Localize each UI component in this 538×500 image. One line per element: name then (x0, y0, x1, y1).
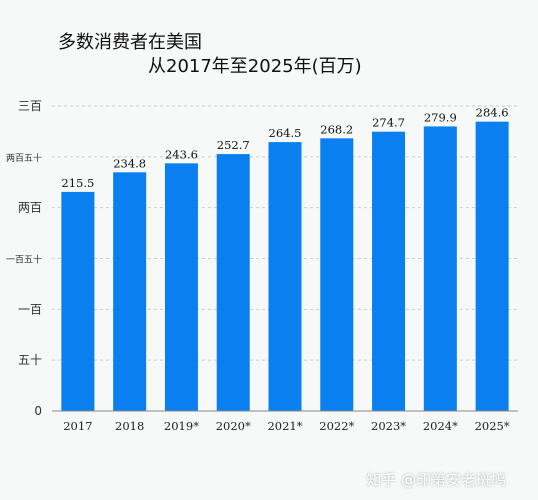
bar-2017 (61, 191, 95, 411)
y-tick-label: 五十 (18, 353, 42, 367)
data-labels: 215.5 234.8 243.6 252.7 264.5 268.2 274.7 279.9… (61, 106, 508, 190)
data-label: 284.6 (476, 106, 509, 120)
x-axis-ticks: 2017 2018 2019* 2020* 2021* 2022* 2023* 2024* 20… (63, 419, 510, 433)
bar-2024 (423, 126, 457, 411)
x-tick-label: 2023* (371, 419, 406, 433)
bars (61, 121, 509, 412)
x-tick-label: 2020* (216, 419, 251, 433)
bar-2018 (113, 172, 147, 411)
x-tick-label: 2025* (475, 419, 510, 433)
x-tick-label: 2021* (267, 419, 302, 433)
y-tick-label: 两百五十 (6, 152, 42, 164)
data-label: 279.9 (424, 110, 457, 124)
data-label: 243.6 (165, 147, 198, 161)
chart-subtitle: 从2017年至2025年(百万) (148, 56, 362, 77)
bar-2022 (320, 138, 354, 411)
y-tick-label: 两百 (18, 201, 42, 215)
y-tick-label: 一百 (18, 302, 42, 316)
x-tick-label: 2018 (115, 419, 144, 433)
x-tick-label: 2017 (63, 419, 92, 433)
x-tick-label: 2019* (164, 419, 199, 433)
data-label: 264.5 (269, 126, 302, 140)
y-axis-ticks: 0 五十 一百 一百五十 两百 两百五十 三百 (6, 99, 42, 418)
bar-2025 (475, 121, 509, 411)
y-tick-label: 一百五十 (6, 254, 42, 266)
data-label: 274.7 (372, 116, 405, 130)
data-label: 234.8 (113, 156, 146, 170)
bar-2021 (268, 142, 302, 411)
bar-2019 (164, 163, 198, 411)
x-tick-label: 2022* (319, 419, 354, 433)
y-tick-label: 三百 (18, 99, 42, 113)
y-tick-label: 0 (34, 404, 42, 418)
x-tick-label: 2024* (423, 419, 458, 433)
data-label: 252.7 (217, 138, 250, 152)
bar-2023 (372, 131, 406, 411)
bar-2020 (216, 154, 250, 412)
data-label: 215.5 (61, 176, 94, 190)
data-label: 268.2 (320, 122, 353, 136)
chart-title: 多数消费者在美国 (58, 32, 202, 53)
watermark: 知乎 @印第安老斑鸠 (366, 471, 506, 489)
